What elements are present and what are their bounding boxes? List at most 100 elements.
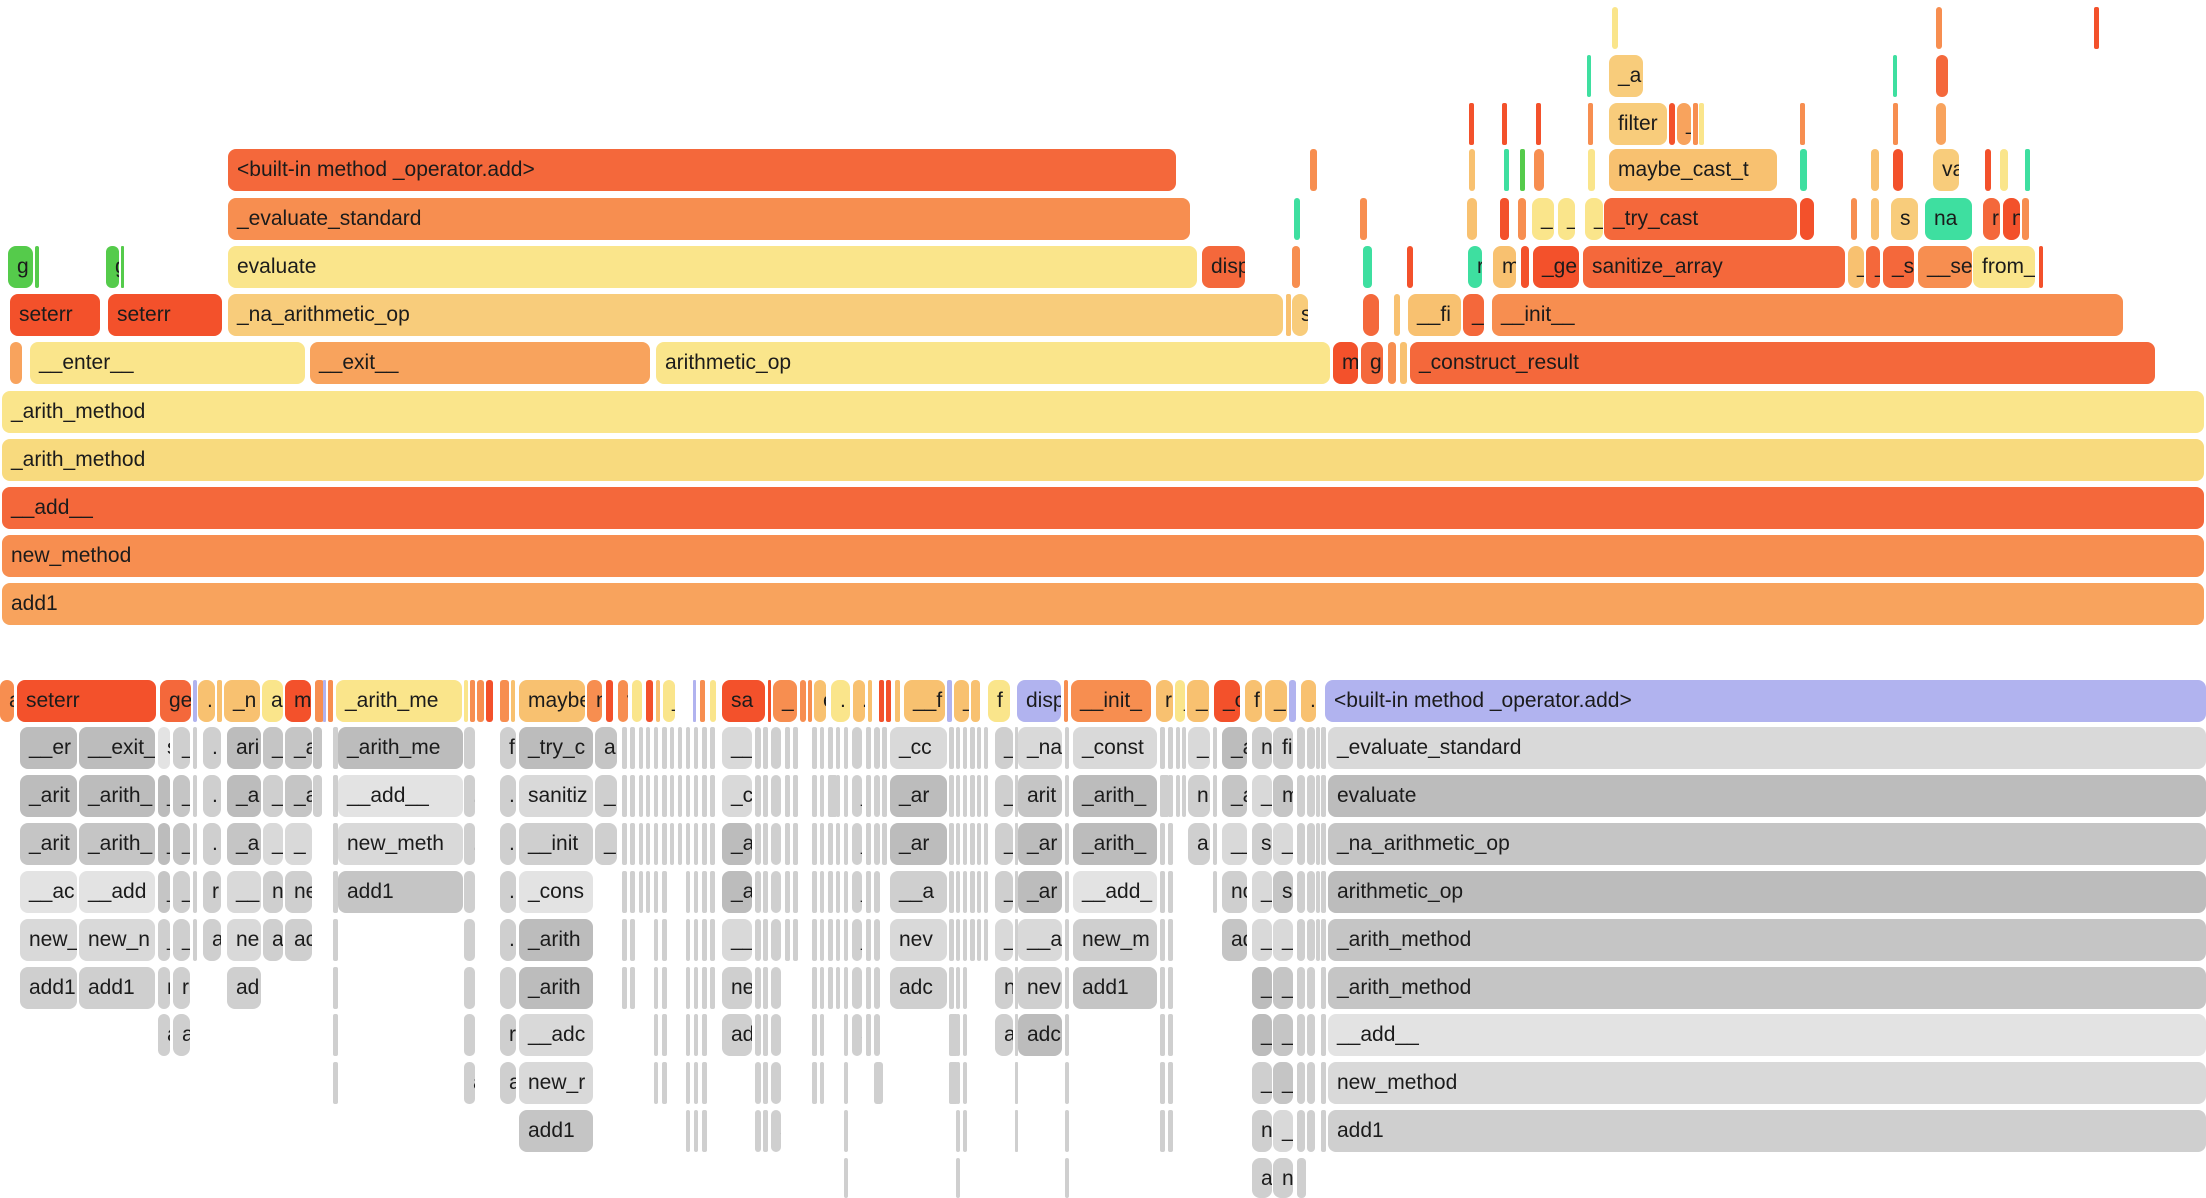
flame-frame[interactable] [1467, 198, 1477, 240]
flame-frame[interactable] [1871, 198, 1879, 240]
caller-stack-cell[interactable]: ari [227, 727, 261, 769]
caller-stack-cell[interactable] [654, 967, 658, 1009]
caller-stack-cell[interactable] [812, 967, 817, 1009]
caller-stack-cell[interactable]: s [1273, 871, 1293, 913]
flame-frame[interactable] [2022, 198, 2029, 240]
caller-stack-cell[interactable] [874, 919, 880, 961]
caller-stack-cell[interactable] [639, 871, 643, 913]
caller-header-frame[interactable]: seterr [17, 680, 156, 722]
caller-stack-cell[interactable]: __ac [20, 871, 77, 913]
caller-stack-cell[interactable] [630, 871, 635, 913]
caller-stack-cell[interactable] [949, 871, 954, 913]
caller-stack-cell[interactable]: a [995, 1014, 1013, 1056]
caller-stack-cell[interactable]: _ [263, 727, 283, 769]
flame-frame[interactable] [10, 342, 22, 384]
caller-stack-cell[interactable]: _arith_ [79, 823, 155, 865]
caller-stack-cell[interactable]: _ [995, 871, 1013, 913]
caller-stack-cell[interactable]: __ [227, 871, 261, 913]
caller-stack-cell[interactable] [662, 1014, 667, 1056]
caller-stack-cell[interactable] [963, 727, 967, 769]
caller-stack-cell[interactable] [977, 919, 981, 961]
caller-stack-cell[interactable] [844, 1110, 848, 1152]
flame-frame[interactable]: __se [1918, 246, 1972, 288]
caller-stack-cell[interactable]: _ [1273, 1062, 1293, 1104]
flame-frame[interactable] [1407, 246, 1413, 288]
caller-stack-cell[interactable]: _arith [519, 967, 593, 1009]
flame-frame[interactable]: sanitize_array [1583, 246, 1845, 288]
caller-stack-cell[interactable] [1168, 919, 1173, 961]
caller-stack-cell[interactable] [1065, 871, 1069, 913]
caller-stack-cell[interactable] [977, 775, 981, 817]
caller-stack-cell[interactable]: a [771, 1110, 781, 1152]
flame-frame[interactable] [1800, 198, 1814, 240]
caller-stack-cell[interactable] [812, 919, 817, 961]
caller-stack-cell[interactable] [710, 727, 715, 769]
caller-stack-cell[interactable] [844, 1158, 848, 1198]
caller-stack-cell[interactable]: n [1188, 775, 1210, 817]
caller-header-frame[interactable]: f [988, 680, 1010, 722]
caller-stack-cell[interactable] [755, 1062, 761, 1104]
caller-stack-cell[interactable]: . [203, 727, 221, 769]
flame-frame[interactable] [1294, 198, 1300, 240]
caller-stack-cell[interactable] [1168, 775, 1173, 817]
flame-frame[interactable] [1534, 149, 1544, 191]
caller-stack-cell[interactable] [1015, 1014, 1018, 1056]
caller-stack-cell[interactable]: r [173, 967, 190, 1009]
caller-stack-cell[interactable] [1065, 967, 1069, 1009]
flame-frame[interactable] [1936, 55, 1948, 97]
caller-stack-cell[interactable] [662, 823, 667, 865]
caller-stack-cell[interactable] [963, 1062, 967, 1104]
caller-stack-cell[interactable] [1182, 727, 1186, 769]
caller-stack-cell[interactable] [956, 727, 960, 769]
caller-header-frame[interactable]: _n [224, 680, 260, 722]
caller-stack-cell[interactable] [785, 775, 790, 817]
caller-header-frame[interactable] [1289, 680, 1296, 722]
caller-stack-cell[interactable] [1307, 871, 1315, 913]
caller-stack-cell[interactable] [1297, 727, 1305, 769]
caller-stack-cell[interactable] [646, 871, 650, 913]
caller-stack-cell[interactable]: _try_c [519, 727, 593, 769]
caller-stack-cell[interactable] [686, 919, 690, 961]
caller-header-frame[interactable] [808, 680, 812, 722]
caller-stack-cell[interactable]: new_r [519, 1062, 593, 1104]
caller-stack-cell[interactable] [694, 919, 698, 961]
caller-stack-cell[interactable] [639, 823, 643, 865]
caller-stack-cell[interactable]: _a [722, 871, 752, 913]
caller-header-frame[interactable] [217, 680, 222, 722]
caller-stack-cell[interactable] [820, 775, 824, 817]
flame-frame[interactable] [1504, 149, 1509, 191]
caller-stack-cell[interactable]: . [500, 823, 516, 865]
caller-stack-cell[interactable] [844, 871, 848, 913]
caller-stack-cell[interactable]: n [263, 871, 283, 913]
caller-header-frame[interactable]: v [618, 680, 628, 722]
caller-header-frame[interactable] [632, 680, 642, 722]
caller-stack-cell[interactable] [820, 1014, 824, 1056]
caller-stack-cell[interactable] [1065, 1158, 1069, 1198]
caller-stack-cell[interactable] [694, 871, 698, 913]
caller-stack-cell[interactable]: . [852, 727, 862, 769]
caller-stack-cell[interactable] [686, 871, 690, 913]
caller-stack-cell[interactable] [1065, 823, 1069, 865]
caller-header-frame[interactable]: _ [663, 680, 675, 722]
caller-stack-cell[interactable] [755, 1014, 761, 1056]
caller-stack-cell[interactable]: _ [173, 871, 190, 913]
caller-stack-cell[interactable]: ad [1222, 919, 1247, 961]
caller-stack-cell[interactable]: n [1273, 1158, 1293, 1198]
caller-stack-cell[interactable] [1168, 727, 1173, 769]
caller-stack-cell[interactable]: a [1252, 1158, 1272, 1198]
caller-stack-cell[interactable] [984, 823, 988, 865]
caller-header-frame[interactable] [879, 680, 884, 722]
caller-stack-cell[interactable]: r [313, 727, 322, 769]
caller-stack-cell[interactable]: m [1273, 775, 1293, 817]
caller-stack-cell[interactable] [1160, 1110, 1165, 1152]
caller-header-frame[interactable] [511, 680, 515, 722]
caller-stack-cell[interactable] [949, 823, 954, 865]
caller-stack-cell[interactable] [763, 967, 768, 1009]
caller-stack-cell[interactable] [686, 1062, 690, 1104]
caller-stack-cell[interactable]: a [1297, 1158, 1306, 1198]
caller-stack-cell[interactable] [1065, 727, 1069, 769]
caller-stack-cell[interactable]: _arith [519, 919, 593, 961]
flame-frame[interactable]: __exit__ [310, 342, 650, 384]
flame-frame[interactable] [1893, 55, 1897, 97]
caller-stack-cell[interactable] [702, 1014, 707, 1056]
